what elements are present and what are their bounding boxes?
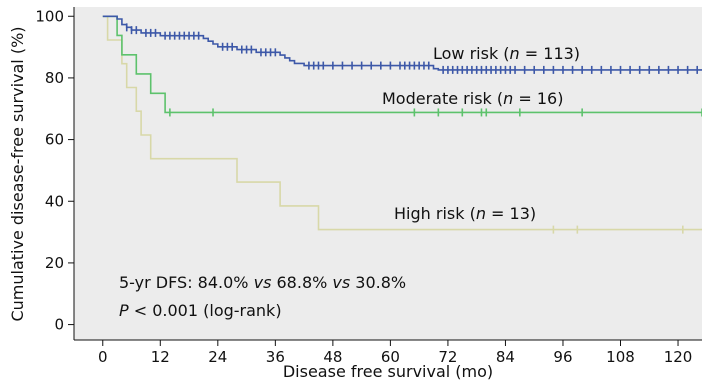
- y-tick-label: 60: [45, 131, 64, 149]
- moderate-risk-series: [102, 15, 702, 117]
- x-axis-ticks: 0 12 24 36 48 60 72 84 96 108 120: [98, 340, 692, 366]
- high-risk-label: High risk (n = 13): [394, 204, 536, 223]
- survival-curves: [102, 15, 702, 234]
- x-tick-label: 48: [323, 348, 342, 366]
- x-tick-label: 108: [606, 348, 635, 366]
- x-tick-label: 24: [208, 348, 227, 366]
- y-tick-label: 100: [35, 7, 64, 25]
- series-labels: Low risk (n = 113) Moderate risk (n = 16)…: [382, 44, 580, 223]
- x-tick-label: 12: [151, 348, 170, 366]
- low-risk-label: Low risk (n = 113): [433, 44, 580, 63]
- y-tick-label: 80: [45, 69, 64, 87]
- annotations: 5-yr DFS: 84.0% vs 68.8% vs 30.8% P < 0.0…: [119, 273, 406, 320]
- x-tick-label: 84: [496, 348, 515, 366]
- y-tick-label: 20: [45, 254, 64, 272]
- p-value-text: P < 0.001 (log-rank): [119, 301, 282, 320]
- plot-area: [74, 7, 702, 340]
- low-risk-curve: [102, 15, 702, 71]
- moderate-risk-label: Moderate risk (n = 16): [382, 89, 563, 108]
- x-tick-label: 120: [664, 348, 693, 366]
- dfs-summary-text: 5-yr DFS: 84.0% vs 68.8% vs 30.8%: [119, 273, 406, 292]
- x-tick-label: 72: [438, 348, 457, 366]
- y-tick-label: 0: [54, 316, 64, 334]
- x-axis-title: Disease free survival (mo): [283, 362, 493, 381]
- y-axis-ticks: 0 20 40 60 80 100: [35, 7, 74, 334]
- x-tick-label: 96: [553, 348, 572, 366]
- low-risk-series: [102, 15, 702, 74]
- y-axis-title: Cumulative disease-free survival (%): [8, 26, 27, 321]
- x-tick-label: 36: [266, 348, 285, 366]
- moderate-risk-curve: [102, 15, 702, 114]
- y-tick-label: 40: [45, 192, 64, 210]
- x-tick-label: 0: [98, 348, 108, 366]
- x-tick-label: 60: [381, 348, 400, 366]
